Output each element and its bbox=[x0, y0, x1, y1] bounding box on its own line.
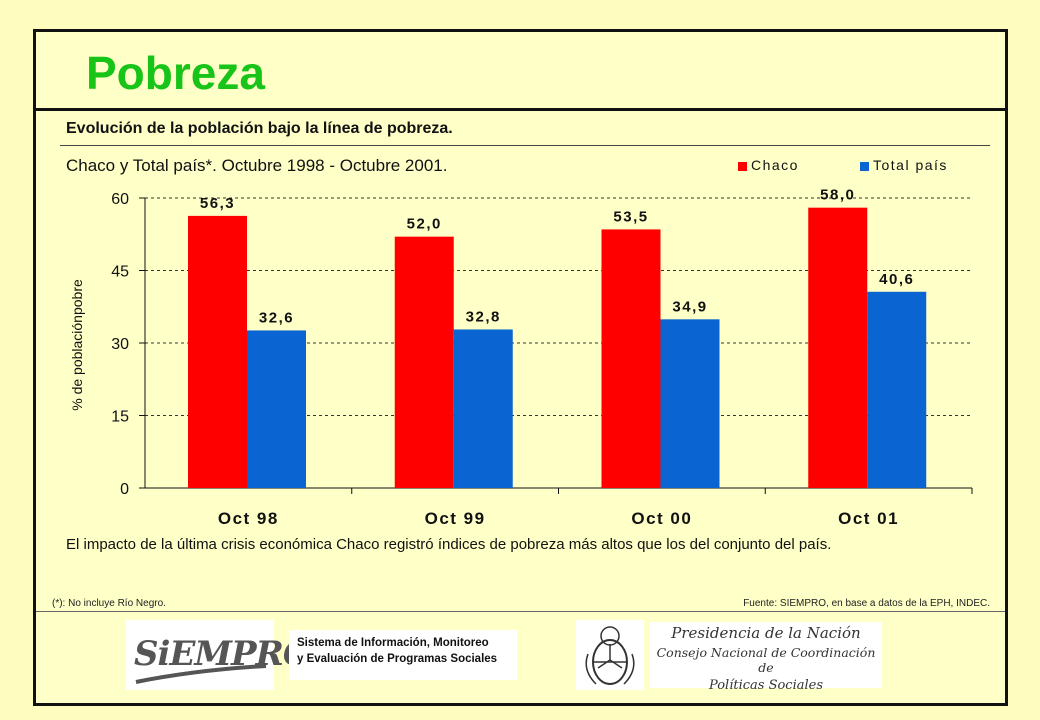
coat-of-arms-icon bbox=[585, 626, 635, 685]
data-label: 32,8 bbox=[466, 308, 501, 325]
data-label: 34,9 bbox=[672, 298, 707, 315]
slide-title: Pobreza bbox=[86, 47, 265, 99]
data-label: 52,0 bbox=[407, 216, 442, 233]
legend-label-total-pais: Total país bbox=[873, 157, 948, 173]
x-tick-label: Oct 98 bbox=[218, 509, 279, 528]
bar-chaco bbox=[808, 207, 868, 488]
bar-total-pais bbox=[453, 329, 513, 488]
sistema-logo-line1: Sistema de Información, Monitoreo bbox=[297, 637, 489, 649]
source-note: Fuente: SIEMPRO, en base a datos de la E… bbox=[743, 598, 990, 609]
sistema-logo: Sistema de Información, Monitoreo y Eval… bbox=[289, 630, 517, 680]
footer-divider bbox=[36, 611, 1005, 612]
legend-label-chaco: Chaco bbox=[751, 157, 799, 173]
footnote: (*): No incluye Río Negro. bbox=[52, 598, 166, 609]
legend-item-total-pais: Total país bbox=[860, 157, 948, 173]
legend-item-chaco: Chaco bbox=[738, 157, 799, 173]
bar-chaco bbox=[188, 215, 247, 488]
subtitle-divider bbox=[60, 145, 990, 146]
chart-note: El impacto de la última crisis económica… bbox=[66, 536, 832, 553]
escudo-icon bbox=[576, 620, 644, 690]
y-tick-label: 15 bbox=[111, 409, 129, 426]
y-tick-label: 45 bbox=[111, 264, 129, 281]
bar-total-pais bbox=[247, 330, 306, 488]
presidencia-logo: Presidencia de la Nación Consejo Naciona… bbox=[650, 622, 882, 693]
presidencia-logo-line2: Consejo Nacional de Coordinación de bbox=[656, 645, 876, 675]
bar-chaco bbox=[601, 229, 661, 488]
x-tick-label: Oct 00 bbox=[631, 509, 692, 528]
slide-subtitle: Evolución de la población bajo la línea … bbox=[66, 120, 453, 137]
bar-total-pais bbox=[867, 291, 927, 488]
title-divider bbox=[36, 108, 1005, 111]
presidencia-logo-line3: Políticas Sociales bbox=[708, 678, 824, 693]
siempro-logo: SiEMPRO bbox=[126, 620, 312, 690]
bar-chaco bbox=[394, 236, 454, 488]
siempro-logo-swoosh bbox=[135, 664, 267, 684]
legend-swatch-chaco bbox=[738, 161, 747, 171]
y-tick-label: 60 bbox=[111, 191, 129, 208]
sistema-logo-line2: y Evaluación de Programas Sociales bbox=[297, 653, 498, 665]
y-axis-label: % de poblaciónpobre bbox=[69, 279, 85, 411]
presidencia-logo-line1: Presidencia de la Nación bbox=[671, 624, 861, 642]
x-tick-label: Oct 01 bbox=[838, 509, 899, 528]
chart-caption: Chaco y Total país*. Octubre 1998 - Octu… bbox=[66, 156, 448, 175]
data-label: 40,6 bbox=[879, 271, 914, 288]
data-label: 32,6 bbox=[259, 309, 294, 326]
x-tick-label: Oct 99 bbox=[425, 509, 486, 528]
y-tick-label: 0 bbox=[120, 481, 129, 498]
y-tick-label: 30 bbox=[111, 336, 129, 353]
bar-chart: 0 15 30 45 60 % de poblaciónpobre 56,3 32,6 Oct … bbox=[69, 187, 973, 528]
legend-swatch-total-pais bbox=[860, 161, 869, 171]
bar-total-pais bbox=[660, 319, 720, 488]
data-label: 53,5 bbox=[613, 208, 648, 225]
data-label: 56,3 bbox=[200, 195, 235, 212]
data-label: 58,0 bbox=[820, 187, 855, 204]
